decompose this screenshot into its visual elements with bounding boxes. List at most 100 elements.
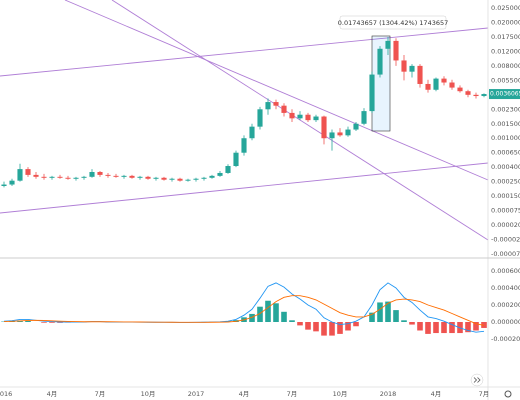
- histogram-bar: [449, 322, 455, 334]
- y-tick-label: 0.01750000: [491, 33, 520, 41]
- trend-line: [0, 162, 489, 214]
- candle-body: [169, 178, 175, 180]
- candle-body: [105, 174, 111, 176]
- histogram-bar: [465, 322, 471, 333]
- candle-body: [17, 169, 23, 181]
- x-tick-label: 2017: [188, 390, 205, 398]
- histogram-bar: [337, 322, 343, 334]
- candle-body: [209, 175, 215, 178]
- y-tick-label: 0.00002000: [491, 221, 520, 229]
- histogram-bar: [369, 312, 375, 322]
- x-tick-label: 7月: [479, 390, 490, 398]
- candle-body: [361, 111, 367, 124]
- y-tick-label: 0.00040000: [491, 163, 520, 171]
- y-tick-label: 0.00100000: [491, 134, 520, 142]
- candle-body: [153, 177, 159, 179]
- candle-body: [433, 78, 439, 90]
- candle-body: [241, 138, 247, 153]
- candle-body: [65, 177, 71, 179]
- histogram-bar: [425, 322, 431, 334]
- histogram-bar: [473, 322, 479, 331]
- histogram-bar: [249, 313, 255, 322]
- candle-body: [97, 172, 103, 175]
- histogram-bar: [297, 322, 303, 326]
- signal-line: [3, 295, 485, 326]
- candle-body: [425, 83, 431, 90]
- y-tick-label: 0.00015000: [491, 192, 520, 200]
- y-tick-label: 0.02500000: [491, 4, 520, 12]
- histogram-bar: [385, 301, 391, 322]
- histogram-bar: [321, 322, 327, 336]
- y-tick-label: 0.00000000: [491, 318, 520, 326]
- histogram-bar: [41, 322, 47, 323]
- histogram-bar: [417, 322, 423, 331]
- histogram-bar: [273, 303, 279, 322]
- candle-body: [193, 178, 199, 180]
- y-tick-label: -0.00007000: [491, 250, 520, 258]
- candle-body: [409, 65, 415, 72]
- histogram-bar: [49, 322, 55, 323]
- candle-body: [481, 94, 487, 97]
- candle-body: [1, 184, 7, 186]
- candle-body: [137, 176, 143, 178]
- candle-body: [449, 82, 455, 88]
- candle-body: [473, 94, 479, 97]
- plot: 0.02500000 0.02000000 0.01750000 0.01200000…: [0, 4, 520, 398]
- candle-body: [313, 116, 319, 121]
- x-tick-label: 7月: [287, 390, 298, 398]
- candle-body: [385, 40, 391, 49]
- candle-body: [249, 126, 255, 139]
- histogram-bar: [313, 322, 319, 332]
- x-tick-label: 4月: [47, 390, 58, 398]
- y-tick-label: 0.00060000: [491, 267, 520, 275]
- candle-body: [401, 60, 407, 72]
- x-tick-label: 4月: [431, 390, 442, 398]
- candle-body: [49, 176, 55, 178]
- candle-body: [441, 78, 447, 83]
- measure-label: 0.01743657 (1304.42%) 1743657: [338, 19, 449, 27]
- y-tick-label: 0.00150000: [491, 120, 520, 128]
- y-tick-label: 0.00230000: [491, 105, 520, 113]
- y-tick-label: -0.00002000: [491, 236, 520, 244]
- candle-body: [161, 177, 167, 180]
- histogram-bar: [353, 322, 359, 327]
- candle-body: [457, 87, 463, 92]
- candle-body: [81, 176, 87, 178]
- x-tick-label: 10月: [333, 390, 348, 398]
- candle-body: [217, 172, 223, 176]
- candle-body: [265, 102, 271, 110]
- candle-body: [353, 123, 359, 130]
- trend-line: [0, 27, 489, 77]
- histogram-bar: [329, 322, 335, 336]
- candle-body: [273, 102, 279, 106]
- histogram-bar: [281, 311, 287, 322]
- y-tick-label: 0.01200000: [491, 47, 520, 55]
- histogram-bar: [441, 322, 447, 334]
- candle-body: [89, 172, 95, 177]
- candle-body: [417, 65, 423, 84]
- x-tick-label: 2018: [380, 390, 397, 398]
- candle-body: [321, 116, 327, 139]
- x-tick-label: 2016: [0, 390, 12, 398]
- y-tick-label: 0.00020000: [491, 301, 520, 309]
- candle-body: [57, 176, 63, 178]
- settings-icon[interactable]: [504, 390, 512, 398]
- candle-body: [9, 180, 15, 185]
- candle-body: [393, 40, 399, 61]
- histogram-bar: [433, 322, 439, 334]
- candle-body: [257, 109, 263, 127]
- histogram-bar: [345, 322, 351, 331]
- candle-body: [33, 174, 39, 177]
- histogram-bar: [305, 322, 311, 330]
- x-tick-label: 7月: [95, 390, 106, 398]
- candle-body: [73, 177, 79, 179]
- candle-body: [337, 132, 343, 136]
- last-price-box: [489, 89, 520, 100]
- histogram-bar: [289, 320, 295, 322]
- candle-body: [465, 91, 471, 95]
- candle-body: [345, 129, 351, 136]
- scroll-button[interactable]: [470, 373, 484, 387]
- candle-body: [297, 114, 303, 119]
